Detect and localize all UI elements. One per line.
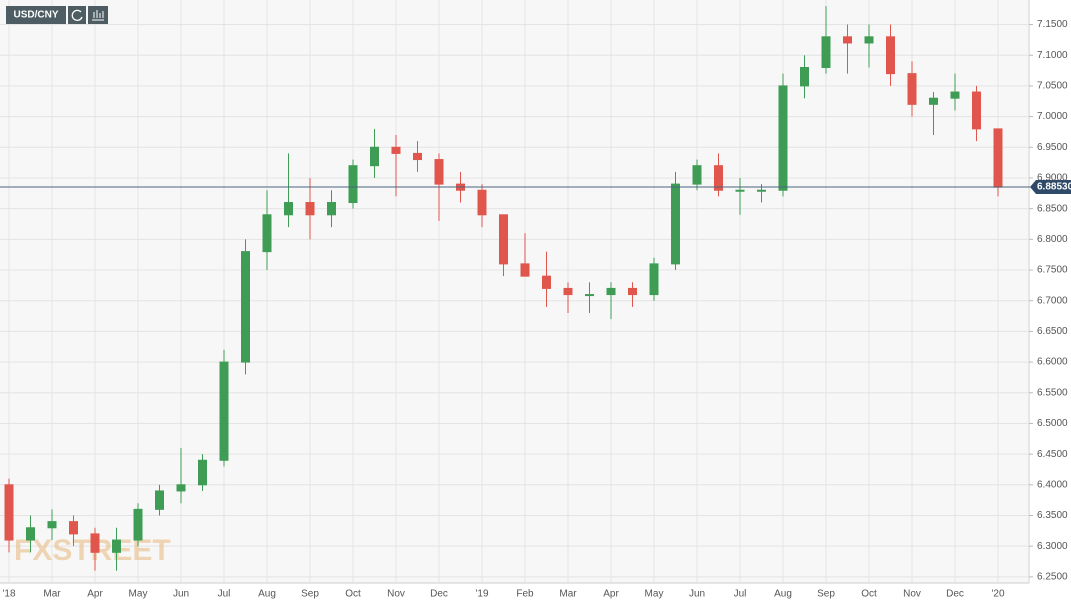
x-tick-label: Sep: [301, 589, 319, 600]
y-tick-label: 6.7500: [1037, 265, 1068, 276]
candle-body: [563, 287, 573, 296]
x-tick-label: '20: [991, 589, 1004, 600]
y-tick-label: 6.8500: [1037, 203, 1068, 214]
x-tick-label: Nov: [387, 589, 405, 600]
candle-body: [950, 91, 960, 99]
candle-body: [305, 202, 315, 216]
y-tick-label: 6.5500: [1037, 387, 1068, 398]
candle-body: [434, 159, 444, 185]
candle-body: [843, 36, 852, 44]
y-tick-label: 6.6000: [1037, 357, 1068, 368]
x-tick-label: Jul: [734, 589, 747, 600]
candle-body: [370, 146, 379, 167]
y-tick-label: 6.4000: [1037, 479, 1068, 490]
candle-body: [757, 189, 766, 192]
candle-body: [649, 263, 659, 296]
candle-body: [585, 294, 594, 297]
candle-body: [69, 521, 78, 535]
candle-body: [391, 146, 401, 154]
y-tick-label: 7.0000: [1037, 111, 1068, 122]
x-tick-label: Feb: [516, 589, 534, 600]
x-tick-label: Mar: [43, 589, 61, 600]
x-tick-label: Oct: [861, 589, 877, 600]
x-tick-label: Mar: [559, 589, 577, 600]
y-tick-label: 7.0500: [1037, 81, 1068, 92]
x-tick-label: Dec: [946, 589, 964, 600]
symbol: USD/CNY: [13, 10, 58, 21]
candle-body: [262, 214, 272, 253]
candle-body: [993, 128, 1003, 188]
y-tick-label: 7.1000: [1037, 50, 1068, 61]
x-tick-label: Aug: [774, 589, 792, 600]
y-tick-label: 7.1500: [1037, 19, 1068, 30]
candle-body: [692, 165, 702, 185]
candle-body: [4, 484, 14, 541]
candle-body: [821, 36, 831, 69]
candle-body: [606, 287, 616, 296]
y-tick-label: 6.3000: [1037, 541, 1068, 552]
candle-body: [198, 459, 207, 486]
x-tick-label: May: [129, 589, 148, 600]
chart-type-icon: [92, 10, 104, 21]
candle-body: [714, 165, 723, 191]
candle-body: [176, 484, 186, 492]
x-tick-label: Apr: [603, 589, 619, 600]
x-tick-label: May: [645, 589, 664, 600]
candle-body: [735, 189, 745, 192]
y-tick-label: 6.4500: [1037, 449, 1068, 460]
candle-body: [133, 508, 143, 541]
candle-body: [348, 165, 358, 204]
candle-body: [327, 202, 336, 216]
last-price-label: 6.88530: [1037, 182, 1071, 193]
x-tick-label: '19: [475, 589, 488, 600]
candle-body: [241, 251, 250, 363]
candle-body: [219, 361, 229, 461]
candle-body: [542, 275, 551, 289]
candle-body: [628, 287, 637, 296]
candle-body: [499, 214, 508, 265]
candle-body: [520, 263, 530, 277]
x-tick-label: Dec: [430, 589, 448, 600]
x-tick-label: Oct: [345, 589, 361, 600]
candle-body: [929, 97, 938, 105]
candle-body: [90, 533, 100, 553]
x-tick-label: Jul: [218, 589, 231, 600]
candle-body: [886, 36, 895, 75]
candle-body: [155, 490, 164, 510]
candle-body: [671, 183, 680, 265]
candle-body: [47, 521, 57, 529]
y-tick-label: 6.7000: [1037, 295, 1068, 306]
y-tick-label: 6.6500: [1037, 326, 1068, 337]
refresh-button[interactable]: [68, 6, 86, 24]
x-tick-label: Apr: [87, 589, 103, 600]
last-price-box: [1030, 179, 1071, 194]
candle-body: [800, 67, 809, 87]
y-tick-label: 6.2500: [1037, 572, 1068, 583]
symbol-box[interactable]: [6, 6, 66, 24]
y-tick-label: 6.9000: [1037, 173, 1068, 184]
x-tick-label: Jun: [173, 589, 189, 600]
y-tick-label: 6.3500: [1037, 510, 1068, 521]
x-tick-label: Aug: [258, 589, 276, 600]
x-tick-label: Sep: [817, 589, 835, 600]
y-tick-label: 6.8000: [1037, 234, 1068, 245]
candle-body: [972, 91, 981, 130]
y-tick-label: 6.5000: [1037, 418, 1068, 429]
candle-body: [864, 36, 874, 44]
x-tick-label: '18: [2, 589, 15, 600]
candle-body: [413, 152, 422, 161]
candle-body: [778, 85, 788, 191]
x-tick-label: Jun: [689, 589, 705, 600]
refresh-icon: [71, 9, 83, 21]
candle-body: [26, 527, 35, 541]
y-tick-label: 6.9500: [1037, 142, 1068, 153]
candle-body: [284, 202, 293, 216]
candle-body: [112, 539, 121, 553]
candle-body: [477, 189, 487, 216]
plot-area: [0, 0, 1028, 583]
x-tick-label: Nov: [903, 589, 921, 600]
chart-type-button[interactable]: [88, 6, 108, 24]
candle-body: [907, 73, 917, 105]
